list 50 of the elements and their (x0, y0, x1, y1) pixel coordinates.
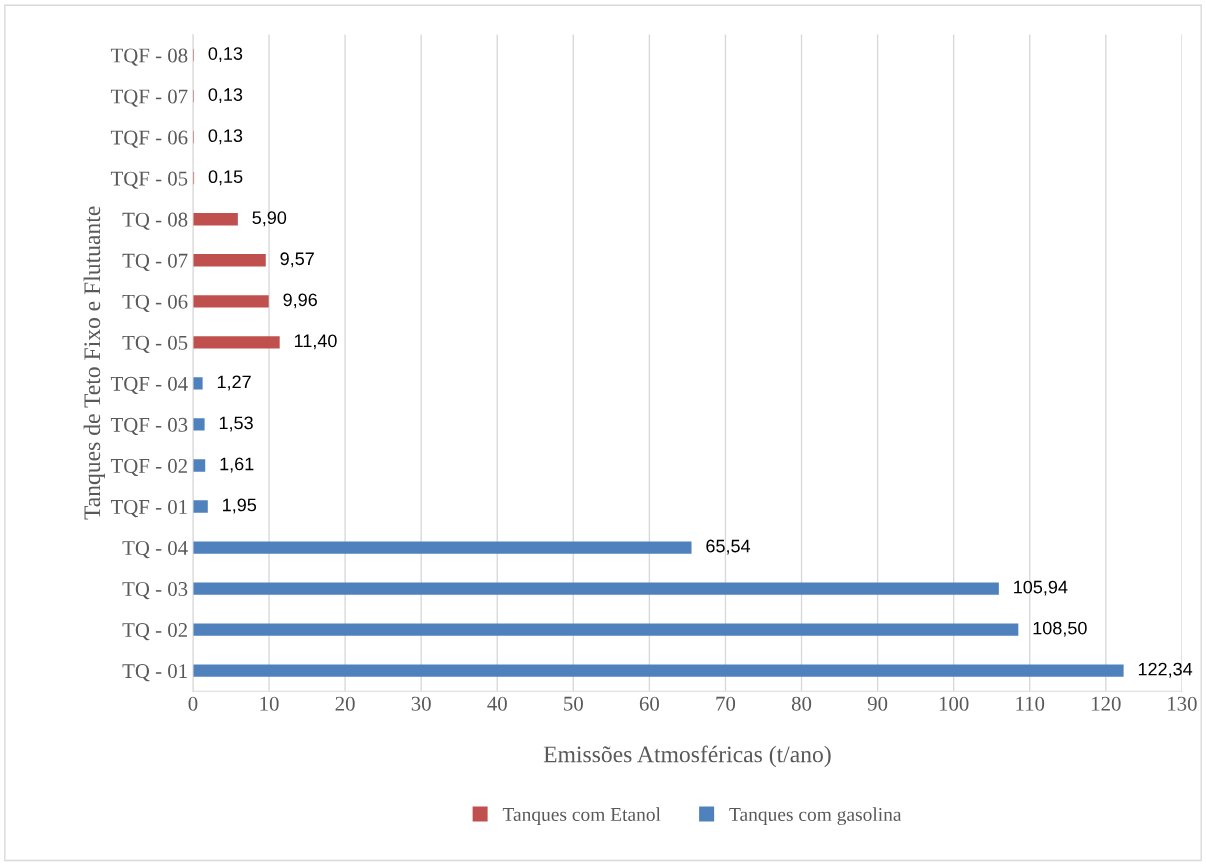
x-axis-title: Emissões Atmosféricas (t/ano) (543, 745, 831, 768)
y-tick-label: TQ - 04 (122, 540, 188, 559)
x-tick-label: 80 (791, 696, 812, 711)
y-tick-label: TQF - 06 (110, 130, 188, 148)
x-tick-label: 0 (188, 696, 198, 711)
y-tick-label: TQ - 02 (122, 623, 187, 641)
data-label: 65,54 (706, 539, 751, 555)
y-axis-title: Tanques de Teto Fixo e Flutuante (83, 206, 105, 520)
y-tick-label: TQF - 05 (110, 171, 188, 189)
legend-label: Tanques com Etanol (502, 807, 661, 825)
y-tick-label: TQF - 02 (110, 458, 187, 477)
x-tick-label: 100 (939, 696, 969, 711)
y-tick-label: TQF - 01 (110, 499, 187, 518)
x-tick-label: 50 (564, 696, 583, 711)
data-label: 1,95 (223, 498, 257, 514)
y-tick-label: TQ - 01 (122, 664, 187, 682)
x-tick-label: 40 (487, 696, 507, 711)
x-tick-label: 110 (1016, 696, 1045, 711)
x-tick-label: 90 (867, 696, 888, 711)
data-label: 1,53 (219, 416, 253, 432)
y-tick-label: TQF - 08 (110, 48, 188, 66)
y-tick-label: TQF - 07 (110, 89, 188, 107)
data-label: 105,94 (1014, 580, 1068, 596)
x-tick-label: 130 (1168, 696, 1197, 711)
x-tick-label: 10 (260, 696, 279, 711)
data-label: 5,90 (252, 211, 287, 227)
legend-label: Tanques com gasolina (729, 807, 902, 825)
data-label: 1,27 (217, 375, 251, 391)
data-label: 108,50 (1033, 621, 1087, 637)
y-tick-label: TQ - 03 (122, 581, 188, 600)
x-tick-label: 60 (639, 696, 660, 711)
data-label: 0,15 (208, 170, 243, 186)
y-tick-label: TQ - 08 (122, 212, 188, 230)
y-tick-label: TQ - 07 (122, 253, 188, 271)
data-label: 122,34 (1138, 662, 1193, 678)
data-label: 0,13 (208, 47, 243, 63)
x-tick-label: 20 (335, 696, 355, 711)
data-label: 1,61 (220, 457, 254, 473)
y-tick-label: TQF - 04 (110, 376, 188, 395)
data-label: 9,96 (283, 293, 317, 309)
data-label: 11,40 (294, 334, 337, 350)
x-tick-label: 120 (1092, 696, 1121, 711)
x-tick-label: 30 (411, 696, 431, 711)
y-tick-label: TQF - 03 (110, 417, 188, 436)
y-tick-label: TQ - 05 (122, 335, 188, 353)
data-label: 0,13 (208, 88, 243, 104)
y-tick-label: TQ - 06 (122, 294, 188, 312)
x-tick-label: 70 (716, 696, 736, 711)
data-label: 9,57 (280, 252, 314, 268)
data-label: 0,13 (208, 129, 243, 145)
